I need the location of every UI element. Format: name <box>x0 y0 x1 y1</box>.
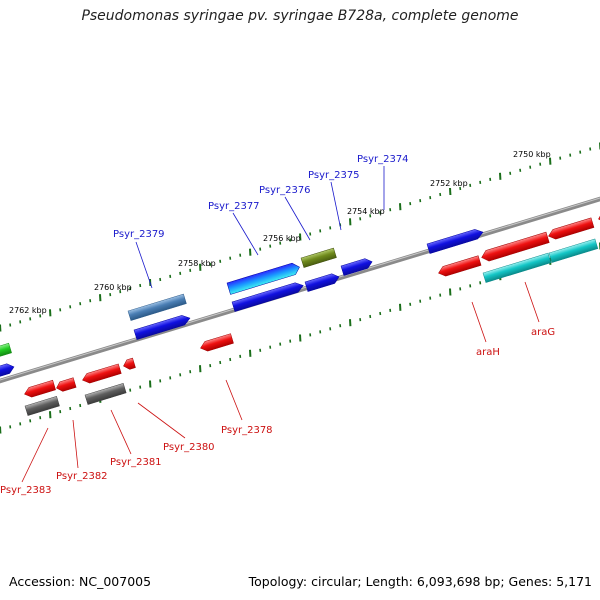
gene-psyr-2381[interactable] <box>84 382 127 405</box>
gene-label-psyr-2383[interactable]: Psyr_2383 <box>0 485 52 496</box>
gene-blue-2379b[interactable] <box>133 313 191 340</box>
gene-red-edge[interactable] <box>597 207 600 224</box>
leader-psyr-2380 <box>137 402 186 439</box>
leader-psyr-2382 <box>72 419 79 469</box>
leader-psyr-2379 <box>135 241 153 289</box>
gene-blue-long[interactable] <box>231 281 305 312</box>
gene-label-arag[interactable]: araG <box>531 327 555 338</box>
leader-psyr-2376 <box>284 196 311 241</box>
gene-psyr-2383-red[interactable] <box>23 379 56 399</box>
scale-label-2754: 2754 kbp <box>347 207 385 216</box>
genome-summary-text: Topology: circular; Length: 6,093,698 bp… <box>248 574 592 589</box>
gene-label-psyr-2374[interactable]: Psyr_2374 <box>357 154 409 165</box>
leader-arag <box>524 281 540 323</box>
gene-label-psyr-2378[interactable]: Psyr_2378 <box>221 425 273 436</box>
scale-label-2750: 2750 kbp <box>513 150 551 159</box>
gene-label-psyr-2382[interactable]: Psyr_2382 <box>56 471 108 482</box>
gene-cyan-right[interactable] <box>548 238 599 263</box>
scale-label-2760: 2760 kbp <box>94 283 132 292</box>
leader-psyr-2383 <box>21 427 49 483</box>
gene-label-psyr-2379[interactable]: Psyr_2379 <box>113 229 165 240</box>
gene-label-arah[interactable]: araH <box>476 347 500 358</box>
gene-blue-small[interactable] <box>304 272 340 292</box>
gene-psyr-2380[interactable] <box>81 363 122 385</box>
gene-arah[interactable] <box>437 255 482 278</box>
gene-psyr-2375[interactable] <box>340 257 374 276</box>
gene-label-psyr-2376[interactable]: Psyr_2376 <box>259 185 311 196</box>
gene-red-topright[interactable] <box>547 217 595 241</box>
gene-green-edge[interactable] <box>0 342 12 362</box>
accession-text: Accession: NC_007005 <box>9 574 152 589</box>
gene-psyr-2378[interactable] <box>199 333 234 353</box>
leader-psyr-2377 <box>232 212 259 256</box>
scale-label-2752: 2752 kbp <box>430 179 468 188</box>
gene-arag-red[interactable] <box>480 231 550 263</box>
gene-psyr-2382[interactable] <box>55 377 77 393</box>
reverse-strand-genes <box>23 207 600 416</box>
gene-label-psyr-2381[interactable]: Psyr_2381 <box>110 457 162 468</box>
gene-label-psyr-2380[interactable]: Psyr_2380 <box>163 442 215 453</box>
scale-label-2756: 2756 kbp <box>263 234 301 243</box>
gene-psyr-2374[interactable] <box>426 227 484 254</box>
gene-red-tiny[interactable] <box>122 357 136 371</box>
leader-psyr-2378 <box>225 379 243 421</box>
forward-strand-genes <box>0 227 484 382</box>
leader-arah <box>471 301 487 343</box>
gene-psyr-2379[interactable] <box>127 293 187 321</box>
gene-psyr-2376[interactable] <box>300 247 337 268</box>
map-title: Pseudomonas syringae pv. syringae B728a,… <box>81 8 519 24</box>
scale-label-2758: 2758 kbp <box>178 259 216 268</box>
gene-psyr-2383-gray[interactable] <box>24 396 60 416</box>
scale-label-2762: 2762 kbp <box>9 306 47 315</box>
leader-psyr-2375 <box>330 181 342 231</box>
gene-label-psyr-2377[interactable]: Psyr_2377 <box>208 201 260 212</box>
gene-psyr-2377[interactable] <box>226 261 301 295</box>
leader-psyr-2381 <box>110 409 132 455</box>
gene-arag-cyan[interactable] <box>482 252 552 283</box>
gene-label-psyr-2375[interactable]: Psyr_2375 <box>308 170 360 181</box>
gene-blue-edge[interactable] <box>0 362 15 382</box>
